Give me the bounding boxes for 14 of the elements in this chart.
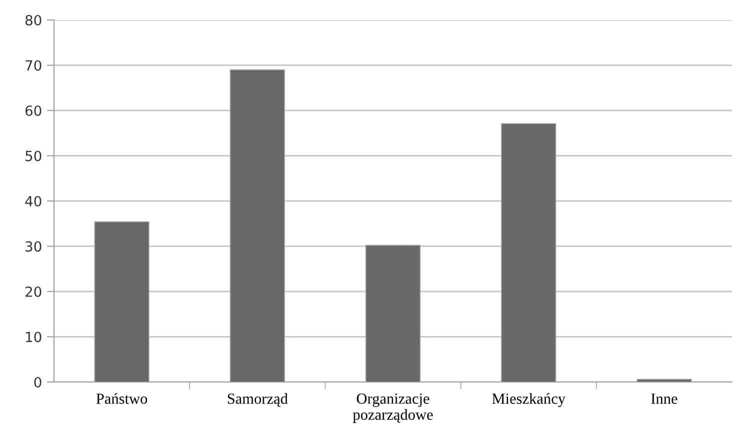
y-tick-label: 20: [26, 286, 42, 297]
y-tick-label: 60: [25, 105, 42, 116]
y-tick-label: 50: [26, 150, 42, 162]
y-tick-label: 10: [26, 332, 42, 342]
x-tick-label: Państwo: [96, 393, 148, 404]
y-tick-label: 80: [25, 14, 42, 26]
y-tick-label: 40: [25, 196, 42, 206]
y-tick-label: 30: [26, 241, 42, 252]
x-tick-label: Inne: [651, 394, 678, 404]
x-tick-label: Mieszkańcy: [492, 393, 566, 408]
x-tick-label: Samorząd: [228, 393, 288, 407]
y-tick-label: 0: [34, 376, 42, 388]
x-tick-label: Organizacje pozarządowe: [352, 394, 433, 423]
y-tick-label: 70: [26, 60, 42, 71]
